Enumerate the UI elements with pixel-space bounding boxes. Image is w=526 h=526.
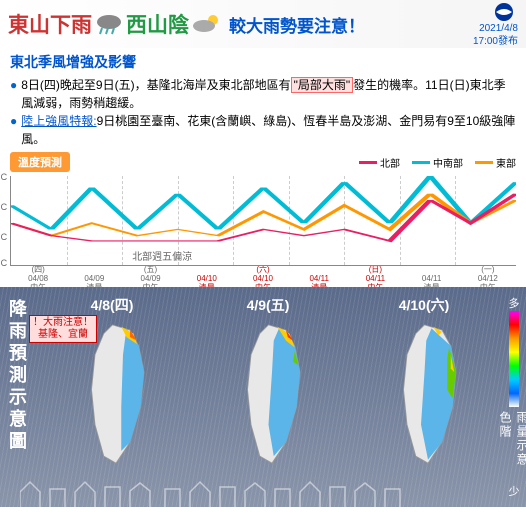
temp-chart-header: 溫度預測 北部 中南部 東部 bbox=[0, 152, 526, 172]
map-date: 4/9(五) bbox=[216, 295, 321, 315]
bullet-dot-icon: ● bbox=[10, 76, 17, 112]
bullet-item: ● 8日(四)晚起至9日(五)，基隆北海岸及東北部地區有"局部大雨"發生的機率。… bbox=[10, 76, 516, 112]
header-bar: 東山下雨 西山陰 較大雨勢要注意！ 2021/4/8 17:00發布 bbox=[0, 0, 526, 48]
chart-area: 30°C 25°C 20°C 15°C 北部週五偏涼 bbox=[10, 176, 516, 266]
rain-forecast-section: 降雨預測示意圖 4/8(四) 4/9(五) ！大雨注意！ 基隆、宜蘭 4/10(… bbox=[0, 287, 526, 507]
publish-date: 2021/4/8 17:00發布 bbox=[473, 22, 518, 48]
rain-maps: 4/8(四) 4/9(五) ！大雨注意！ 基隆、宜蘭 4/10(六) bbox=[34, 287, 502, 507]
sun-cloud-icon bbox=[191, 12, 221, 36]
temp-chart: 30°C 25°C 20°C 15°C 北部週五偏涼 (四)04/08中午 04… bbox=[0, 172, 526, 287]
rain-cloud-icon bbox=[94, 12, 124, 36]
highlight-box: "局部大雨" bbox=[291, 77, 354, 93]
temp-label: 溫度預測 bbox=[10, 152, 70, 172]
scale-label: 雨量示意色階 bbox=[497, 411, 526, 479]
title-part1: 東山下雨 bbox=[8, 9, 92, 39]
scale-bar bbox=[509, 311, 519, 407]
taiwan-map-icon bbox=[372, 319, 477, 469]
title-part2: 西山陰 bbox=[126, 9, 189, 39]
cwb-logo-icon bbox=[490, 2, 518, 22]
chart-legend: 北部 中南部 東部 bbox=[359, 155, 516, 170]
color-scale: 多 雨量示意色階 少 bbox=[502, 287, 526, 507]
map-column: 4/9(五) ！大雨注意！ 基隆、宜蘭 bbox=[216, 295, 321, 474]
header-title: 東山下雨 西山陰 較大雨勢要注意！ bbox=[8, 9, 365, 39]
bullet-list: ● 8日(四)晚起至9日(五)，基隆北海岸及東北部地區有"局部大雨"發生的機率。… bbox=[0, 76, 526, 152]
taiwan-map-icon bbox=[216, 319, 321, 469]
legend-item: 東部 bbox=[475, 155, 516, 170]
houses-silhouette-icon bbox=[20, 477, 420, 507]
bullet-item: ● 陸上強風特報:9日桃園至臺南、花東(含蘭嶼、綠島)、恆春半島及澎湖、金門易有… bbox=[10, 112, 516, 148]
map-date: 4/10(六) bbox=[372, 295, 477, 315]
map-date: 4/8(四) bbox=[60, 295, 165, 315]
header-warning: 較大雨勢要注意！ bbox=[229, 12, 365, 37]
map-column: 4/10(六) bbox=[372, 295, 477, 474]
chart-lines bbox=[11, 176, 516, 265]
rain-warning-box: ！大雨注意！ 基隆、宜蘭 bbox=[29, 315, 97, 343]
chart-annotation: 北部週五偏涼 bbox=[132, 248, 192, 263]
legend-item: 中南部 bbox=[412, 155, 463, 170]
bullet-dot-icon: ● bbox=[10, 112, 17, 148]
legend-item: 北部 bbox=[359, 155, 400, 170]
section-title: 東北季風增強及影響 bbox=[0, 48, 526, 76]
